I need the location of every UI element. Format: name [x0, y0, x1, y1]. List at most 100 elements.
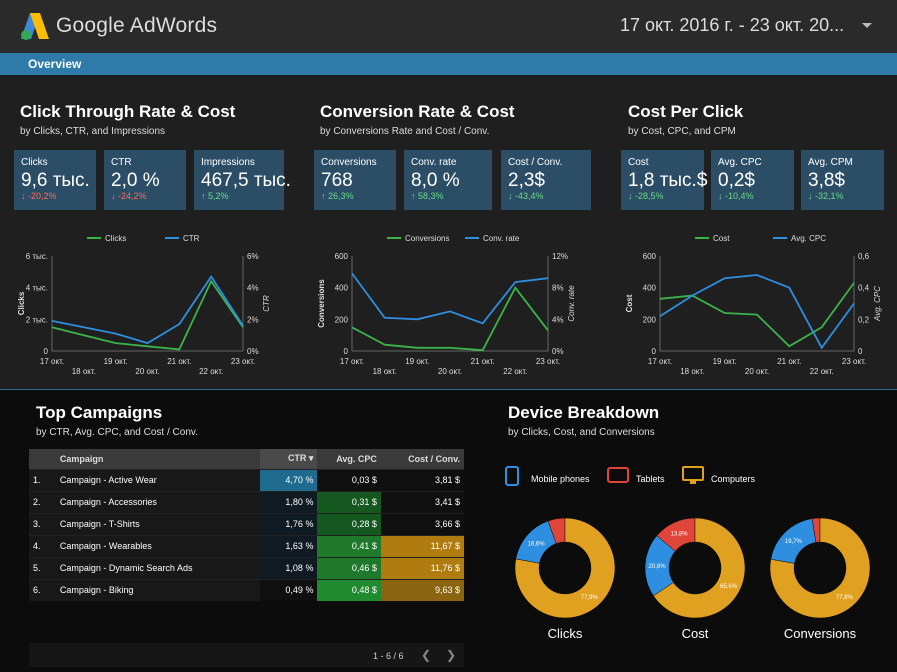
campaign-name: Campaign - Accessories — [55, 490, 260, 513]
kpi-label: Cost / Conv. — [508, 157, 563, 168]
kpi-delta: ↓ -20,2% — [21, 191, 57, 201]
row-index: 1. — [29, 468, 56, 491]
series-line-cost — [659, 282, 855, 348]
col-cost-conv[interactable]: Cost / Conv. — [380, 449, 464, 469]
kpi-label: Conversions — [321, 157, 377, 168]
section-title-device: Device Breakdown — [508, 403, 660, 422]
donut-chart-cost[interactable]: 20,6% 13,8% 65,6% — [643, 516, 747, 620]
y-axis-title: Clicks — [17, 291, 26, 315]
donut-slice-label: 19,7% — [785, 539, 803, 545]
ctr-value: 1,76 % — [259, 512, 318, 535]
y-axis-title: Conversions — [317, 279, 326, 328]
line-chart-clicks-ctr[interactable]: Clicks CTR 0 2 тыс. 4 тыс. 6 тыс. 0% 2% 4% 6% 17 о… — [10, 228, 275, 383]
kpi-delta: ↓ -32,1% — [808, 191, 844, 201]
legend-label: CTR — [183, 234, 200, 243]
kpi-card-conversions[interactable]: Conversions 768 ↑ 26,3% — [314, 150, 396, 210]
adwords-logo-icon — [21, 13, 49, 40]
campaign-name: Campaign - Dynamic Search Ads — [55, 556, 260, 579]
kpi-card-conv-rate[interactable]: Conv. rate 8,0 % ↑ 58,3% — [404, 150, 492, 210]
kpi-label: Avg. CPC — [718, 157, 762, 168]
legend-label: Clicks — [105, 234, 126, 243]
x-tick-label: 20 окт. — [135, 367, 159, 376]
table-row[interactable]: 1. Campaign - Active Wear 4,70 % 0,03 $3,81… — [29, 468, 464, 491]
section-title-campaigns: Top Campaigns — [36, 403, 163, 422]
campaign-name: Campaign - T-Shirts — [55, 512, 260, 535]
chevron-down-icon[interactable] — [862, 23, 872, 28]
avg-cpc-value: 0,41 $ — [317, 534, 381, 557]
table-row[interactable]: 3. Campaign - T-Shirts 1,76 % 0,28 $3,66 $ — [29, 512, 464, 535]
col-index — [29, 449, 56, 469]
y-tick-label: 600 — [335, 252, 349, 261]
donut-label-clicks: Clicks — [547, 626, 583, 641]
table-row[interactable]: 4. Campaign - Wearables 1,63 % 0,41 $11,67 … — [29, 534, 464, 557]
x-tick-label: 19 окт. — [713, 357, 737, 366]
legend-computers[interactable]: Computers — [711, 474, 756, 484]
date-range-picker[interactable]: 17 окт. 2016 г. - 23 окт. 20... — [620, 15, 845, 35]
kpi-card-avg-cpm[interactable]: Avg. CPM 3,8$ ↓ -32,1% — [801, 150, 884, 210]
y-tick-label: 0 — [344, 347, 349, 356]
col-ctr[interactable]: CTR ▾ — [259, 449, 318, 469]
y-tick-label: 0 — [44, 347, 49, 356]
section-title-cpc: Cost Per Click — [628, 102, 744, 121]
kpi-card-ctr[interactable]: CTR 2,0 % ↓ -24,2% — [104, 150, 186, 210]
cost-conv-value: 3,41 $ — [380, 490, 464, 513]
section-title-conversion: Conversion Rate & Cost — [320, 102, 515, 121]
donut-slice-label: 20,6% — [649, 564, 667, 570]
donut-slice-computers — [653, 517, 746, 619]
y-tick-label: 600 — [643, 252, 657, 261]
x-tick-label: 17 окт. — [648, 357, 672, 366]
line-chart-cost-cpc[interactable]: Cost Avg. CPC 0 200 400 600 0 0,2 0,4 0,6 17 окт. 1… — [618, 228, 888, 383]
row-index: 3. — [29, 512, 56, 535]
header-bar: Google AdWords 17 окт. 2016 г. - 23 окт.… — [0, 0, 897, 53]
row-index: 2. — [29, 490, 56, 513]
series-line-conversions — [351, 286, 549, 352]
kpi-card-clicks[interactable]: Clicks 9,6 тыс. ↓ -20,2% — [14, 150, 96, 210]
donut-chart-clicks[interactable]: 16,6% 77,9% — [513, 516, 617, 620]
pagination-label: 1 - 6 / 6 — [373, 651, 404, 661]
donut-chart-conversions[interactable]: 19,7% 77,8% — [768, 516, 872, 620]
table-row[interactable]: 2. Campaign - Accessories 1,80 % 0,31 $3,41… — [29, 490, 464, 513]
donut-slice-label: 77,9% — [581, 595, 599, 601]
table-row[interactable]: 5. Campaign - Dynamic Search Ads 1,08 % 0,4… — [29, 556, 464, 579]
line-chart-conversions[interactable]: Conversions Conv. rate 0 200 400 600 0% 4% 8% 12%… — [310, 228, 585, 383]
y-tick-label: 400 — [335, 284, 349, 293]
kpi-delta: ↓ -28,5% — [628, 191, 664, 201]
avg-cpc-value: 0,31 $ — [317, 490, 381, 513]
col-avg-cpc[interactable]: Avg. CPC — [317, 449, 381, 469]
section-subtitle-conversion: by Conversions Rate and Cost / Conv. — [320, 126, 490, 137]
cost-conv-value: 3,66 $ — [380, 512, 464, 535]
avg-cpc-value: 0,46 $ — [317, 556, 381, 579]
x-tick-label: 22 окт. — [810, 367, 834, 376]
col-campaign[interactable]: Campaign — [55, 449, 260, 469]
x-tick-label: 23 окт. — [842, 357, 866, 366]
x-tick-label: 20 окт. — [745, 367, 769, 376]
legend-label: Avg. CPC — [791, 234, 826, 243]
tab-overview[interactable]: Overview — [28, 57, 82, 71]
table-row[interactable]: 6. Campaign - Biking 0,49 % 0,48 $9,63 $ — [29, 578, 464, 601]
legend-mobile-phones[interactable]: Mobile phones — [531, 474, 590, 484]
y2-tick-label: 0,6 — [858, 252, 870, 261]
x-tick-label: 17 окт. — [40, 357, 64, 366]
kpi-card-cost-per-conv[interactable]: Cost / Conv. 2,3$ ↓ -43,4% — [501, 150, 591, 210]
prev-page-icon[interactable]: ❮ — [421, 648, 432, 662]
kpi-value: 1,8 тыс.$ — [628, 170, 708, 191]
donut-label-cost: Cost — [681, 626, 709, 641]
legend-tablets[interactable]: Tablets — [636, 474, 665, 484]
kpi-card-impressions[interactable]: Impressions 467,5 тыс. ↑ 5,2% — [194, 150, 291, 210]
y2-tick-label: 4% — [247, 284, 259, 293]
series-line-clicks — [51, 279, 244, 351]
y2-axis-title: Conv. rate — [567, 285, 576, 322]
x-tick-label: 18 окт. — [680, 367, 704, 376]
row-index: 6. — [29, 578, 56, 601]
avg-cpc-value: 0,48 $ — [317, 578, 381, 601]
kpi-value: 2,0 % — [111, 170, 160, 191]
y-tick-label: 6 тыс. — [26, 252, 48, 261]
kpi-card-avg-cpc[interactable]: Avg. CPC 0,2$ ↓ -10,4% — [711, 150, 794, 210]
next-page-icon[interactable]: ❯ — [446, 648, 457, 662]
campaign-name: Campaign - Active Wear — [55, 468, 260, 491]
x-tick-label: 23 окт. — [231, 357, 255, 366]
y2-tick-label: 6% — [247, 252, 259, 261]
campaign-name: Campaign - Wearables — [55, 534, 260, 557]
kpi-card-cost[interactable]: Cost 1,8 тыс.$ ↓ -28,5% — [621, 150, 708, 210]
